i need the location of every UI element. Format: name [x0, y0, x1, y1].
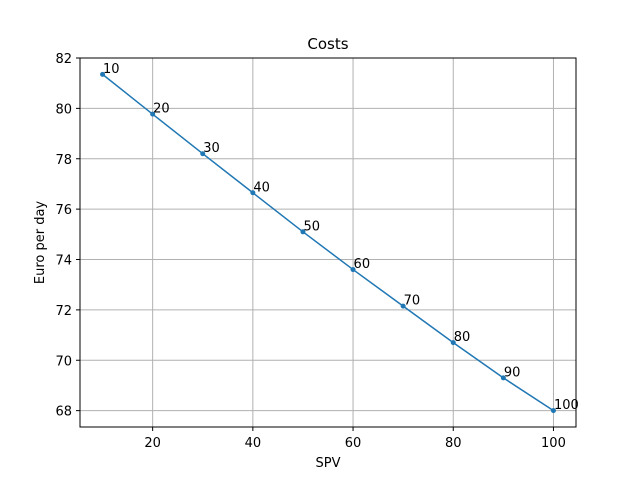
data-label: 90	[504, 365, 521, 380]
data-point	[550, 408, 556, 414]
axis-ticks: 20 40 60 80 100 68 70 72 74 76 78 80 82	[55, 52, 565, 451]
y-tick-label: 70	[55, 354, 72, 369]
data-point	[150, 111, 156, 117]
y-tick-label: 68	[55, 405, 72, 420]
y-tick-label: 82	[55, 52, 72, 67]
data-label: 30	[203, 141, 220, 156]
y-tick-label: 74	[55, 254, 72, 269]
x-tick-label: 100	[541, 436, 566, 451]
data-label: 80	[454, 330, 471, 345]
y-tick-label: 78	[55, 153, 72, 168]
data-label: 60	[354, 257, 371, 272]
data-label: 20	[153, 102, 170, 117]
data-point	[450, 340, 456, 346]
y-tick-label: 76	[55, 203, 72, 218]
data-label: 100	[554, 398, 579, 413]
data-labels: 10 20 30 40 50 60 70 80 90 100	[103, 62, 579, 413]
data-point	[300, 229, 306, 235]
data-point	[200, 151, 206, 157]
series-layer	[100, 71, 556, 414]
data-point	[100, 71, 106, 77]
x-tick-label: 40	[245, 436, 262, 451]
y-tick-label: 72	[55, 304, 72, 319]
y-tick-label: 80	[55, 102, 72, 117]
x-tick-label: 80	[445, 436, 462, 451]
data-point	[500, 375, 506, 381]
data-label: 70	[404, 294, 421, 309]
x-axis-label: SPV	[316, 456, 341, 471]
series-line	[102, 73, 554, 412]
data-label: 10	[103, 62, 120, 77]
data-point	[400, 303, 406, 309]
data-point	[350, 267, 356, 273]
data-label: 50	[303, 219, 320, 234]
data-label: 40	[253, 180, 270, 195]
chart-title: Costs	[307, 35, 348, 53]
y-axis-label: Euro per day	[33, 201, 48, 285]
x-tick-label: 60	[345, 436, 362, 451]
x-tick-label: 20	[144, 436, 161, 451]
data-point	[250, 190, 256, 196]
plot-frame	[79, 57, 577, 428]
